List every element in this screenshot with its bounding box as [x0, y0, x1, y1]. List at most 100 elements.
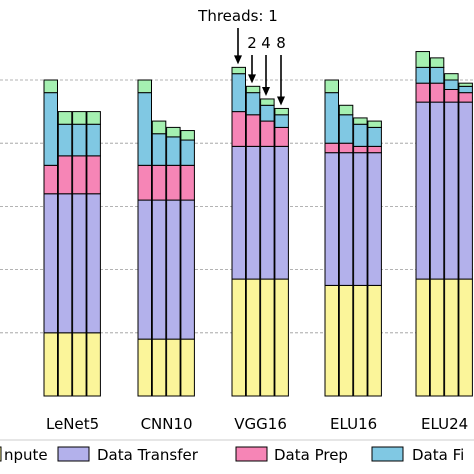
bar-elu24-t8-data-prep [458, 92, 473, 103]
bar-vgg16-t1-data-fi [231, 73, 246, 113]
bar-lenet5-t2-data-transfer [57, 193, 73, 334]
bar-elu16-t4-other [353, 117, 368, 125]
bar-lenet5-t8-other [86, 111, 101, 125]
threads-label-8: 8 [276, 34, 286, 52]
bar-elu16-t4-data-prep [353, 145, 368, 154]
group-label-elu16: ELU16 [330, 415, 377, 433]
bar-elu24-t2-data-prep [429, 82, 445, 103]
group-label-cnn10: CNN10 [141, 415, 193, 433]
bar-vgg16-t8-compute [274, 278, 289, 397]
bar-cnn10-t2-data-fi [151, 133, 167, 166]
bar-elu16-t1-data-fi [324, 92, 339, 144]
bar-elu24-t8-data-fi [458, 85, 473, 94]
legend-swatch-4 [371, 446, 404, 462]
bar-lenet5-t4-data-prep [72, 155, 87, 195]
bar-lenet5-t8-data-transfer [86, 193, 101, 334]
legend-label-3: Data Prep [274, 446, 348, 464]
bar-elu24-t8-other [458, 82, 473, 87]
bar-elu24-t8-data-transfer [458, 101, 473, 280]
bar-cnn10-t2-other [151, 120, 167, 135]
bar-elu16-t8-other [367, 120, 382, 128]
legend-swatch-3 [235, 446, 268, 462]
bar-vgg16-t2-data-fi [245, 92, 261, 116]
bar-cnn10-t1-other [137, 79, 152, 94]
bar-cnn10-t2-data-prep [151, 164, 167, 201]
bar-lenet5-t1-data-fi [43, 92, 58, 166]
bar-cnn10-t4-data-transfer [166, 199, 181, 340]
bar-cnn10-t4-data-fi [166, 136, 181, 166]
bar-elu24-t4-data-fi [444, 79, 459, 90]
bar-lenet5-t4-compute [72, 332, 87, 397]
bar-vgg16-t8-data-prep [274, 126, 289, 147]
bar-lenet5-t2-other [57, 111, 73, 125]
bar-cnn10-t2-compute [151, 338, 167, 397]
bar-elu16-t2-data-fi [338, 114, 354, 144]
bar-elu16-t1-compute [324, 284, 339, 397]
threads-title: Threads: 1 [197, 7, 278, 25]
bar-cnn10-t1-compute [137, 338, 152, 397]
bar-vgg16-t1-data-transfer [231, 145, 246, 280]
bar-cnn10-t4-compute [166, 338, 181, 397]
bar-vgg16-t4-compute [260, 278, 275, 397]
bar-vgg16-t8-data-transfer [274, 145, 289, 280]
bar-vgg16-t8-data-fi [274, 114, 289, 128]
legend-label-4: Data Fi [412, 446, 464, 464]
bar-elu16-t8-data-fi [367, 126, 382, 147]
bar-lenet5-t4-data-fi [72, 123, 87, 157]
bar-elu24-t1-other [415, 51, 430, 68]
threads-label-4: 4 [261, 34, 271, 52]
group-label-elu24: ELU24 [421, 415, 468, 433]
bar-lenet5-t1-data-transfer [43, 193, 58, 334]
thread-arrowhead-4 [262, 86, 270, 96]
legend-swatch-1 [0, 446, 2, 462]
bar-elu24-t8-compute [458, 278, 473, 397]
bar-lenet5-t2-data-fi [57, 123, 73, 157]
group-labels: vaLeNet5CNN10VGG16ELU16ELU24 [46, 415, 468, 433]
legend-label-1: npute [4, 446, 48, 464]
bar-elu24-t1-data-prep [415, 82, 430, 103]
bar-elu16-t2-other [338, 104, 354, 116]
bar-elu24-t4-data-transfer [444, 101, 459, 280]
bar-cnn10-t8-data-transfer [180, 199, 195, 340]
bar-elu16-t1-data-transfer [324, 152, 339, 286]
bar-elu16-t4-data-transfer [353, 152, 368, 286]
bar-vgg16-t4-data-prep [260, 120, 275, 147]
bar-cnn10-t8-compute [180, 338, 195, 397]
bar-cnn10-t8-data-prep [180, 164, 195, 201]
bars [43, 51, 473, 397]
bar-elu16-t8-compute [367, 284, 382, 397]
bar-elu16-t1-data-prep [324, 142, 339, 154]
legend-label-2: Data Transfer [97, 446, 199, 464]
bar-lenet5-t4-data-transfer [72, 193, 87, 334]
bar-vgg16-t2-data-transfer [245, 145, 261, 280]
bar-vgg16-t4-data-transfer [260, 145, 275, 280]
bar-elu16-t8-data-transfer [367, 152, 382, 286]
bar-elu16-t2-compute [338, 284, 354, 397]
bar-lenet5-t2-data-prep [57, 155, 73, 195]
bar-vgg16-t1-other [231, 66, 246, 75]
bar-elu24-t4-compute [444, 278, 459, 397]
threads-annotation: Threads: 1 2 4 8 [197, 7, 286, 106]
thread-arrowhead-1 [234, 55, 242, 65]
bar-elu16-t2-data-prep [338, 142, 354, 154]
thread-arrowhead-2 [248, 74, 256, 84]
bar-cnn10-t8-data-fi [180, 139, 195, 166]
bar-elu16-t4-data-fi [353, 123, 368, 147]
bar-elu24-t1-data-transfer [415, 101, 430, 280]
group-label-lenet5: LeNet5 [46, 415, 99, 433]
bar-vgg16-t2-compute [245, 278, 261, 397]
bar-elu24-t2-data-transfer [429, 101, 445, 280]
bar-elu16-t4-compute [353, 284, 368, 397]
bar-elu24-t1-data-fi [415, 66, 430, 84]
bar-vgg16-t1-data-prep [231, 111, 246, 147]
bar-elu24-t2-other [429, 57, 445, 68]
group-label-vgg16: VGG16 [234, 415, 287, 433]
threads-label-2: 2 [247, 34, 257, 52]
bar-cnn10-t8-other [180, 130, 195, 141]
bar-cnn10-t1-data-transfer [137, 199, 152, 340]
bar-vgg16-t2-other [245, 85, 261, 94]
bar-elu16-t8-data-prep [367, 145, 382, 154]
bar-cnn10-t4-other [166, 126, 181, 138]
bar-elu16-t1-other [324, 79, 339, 94]
